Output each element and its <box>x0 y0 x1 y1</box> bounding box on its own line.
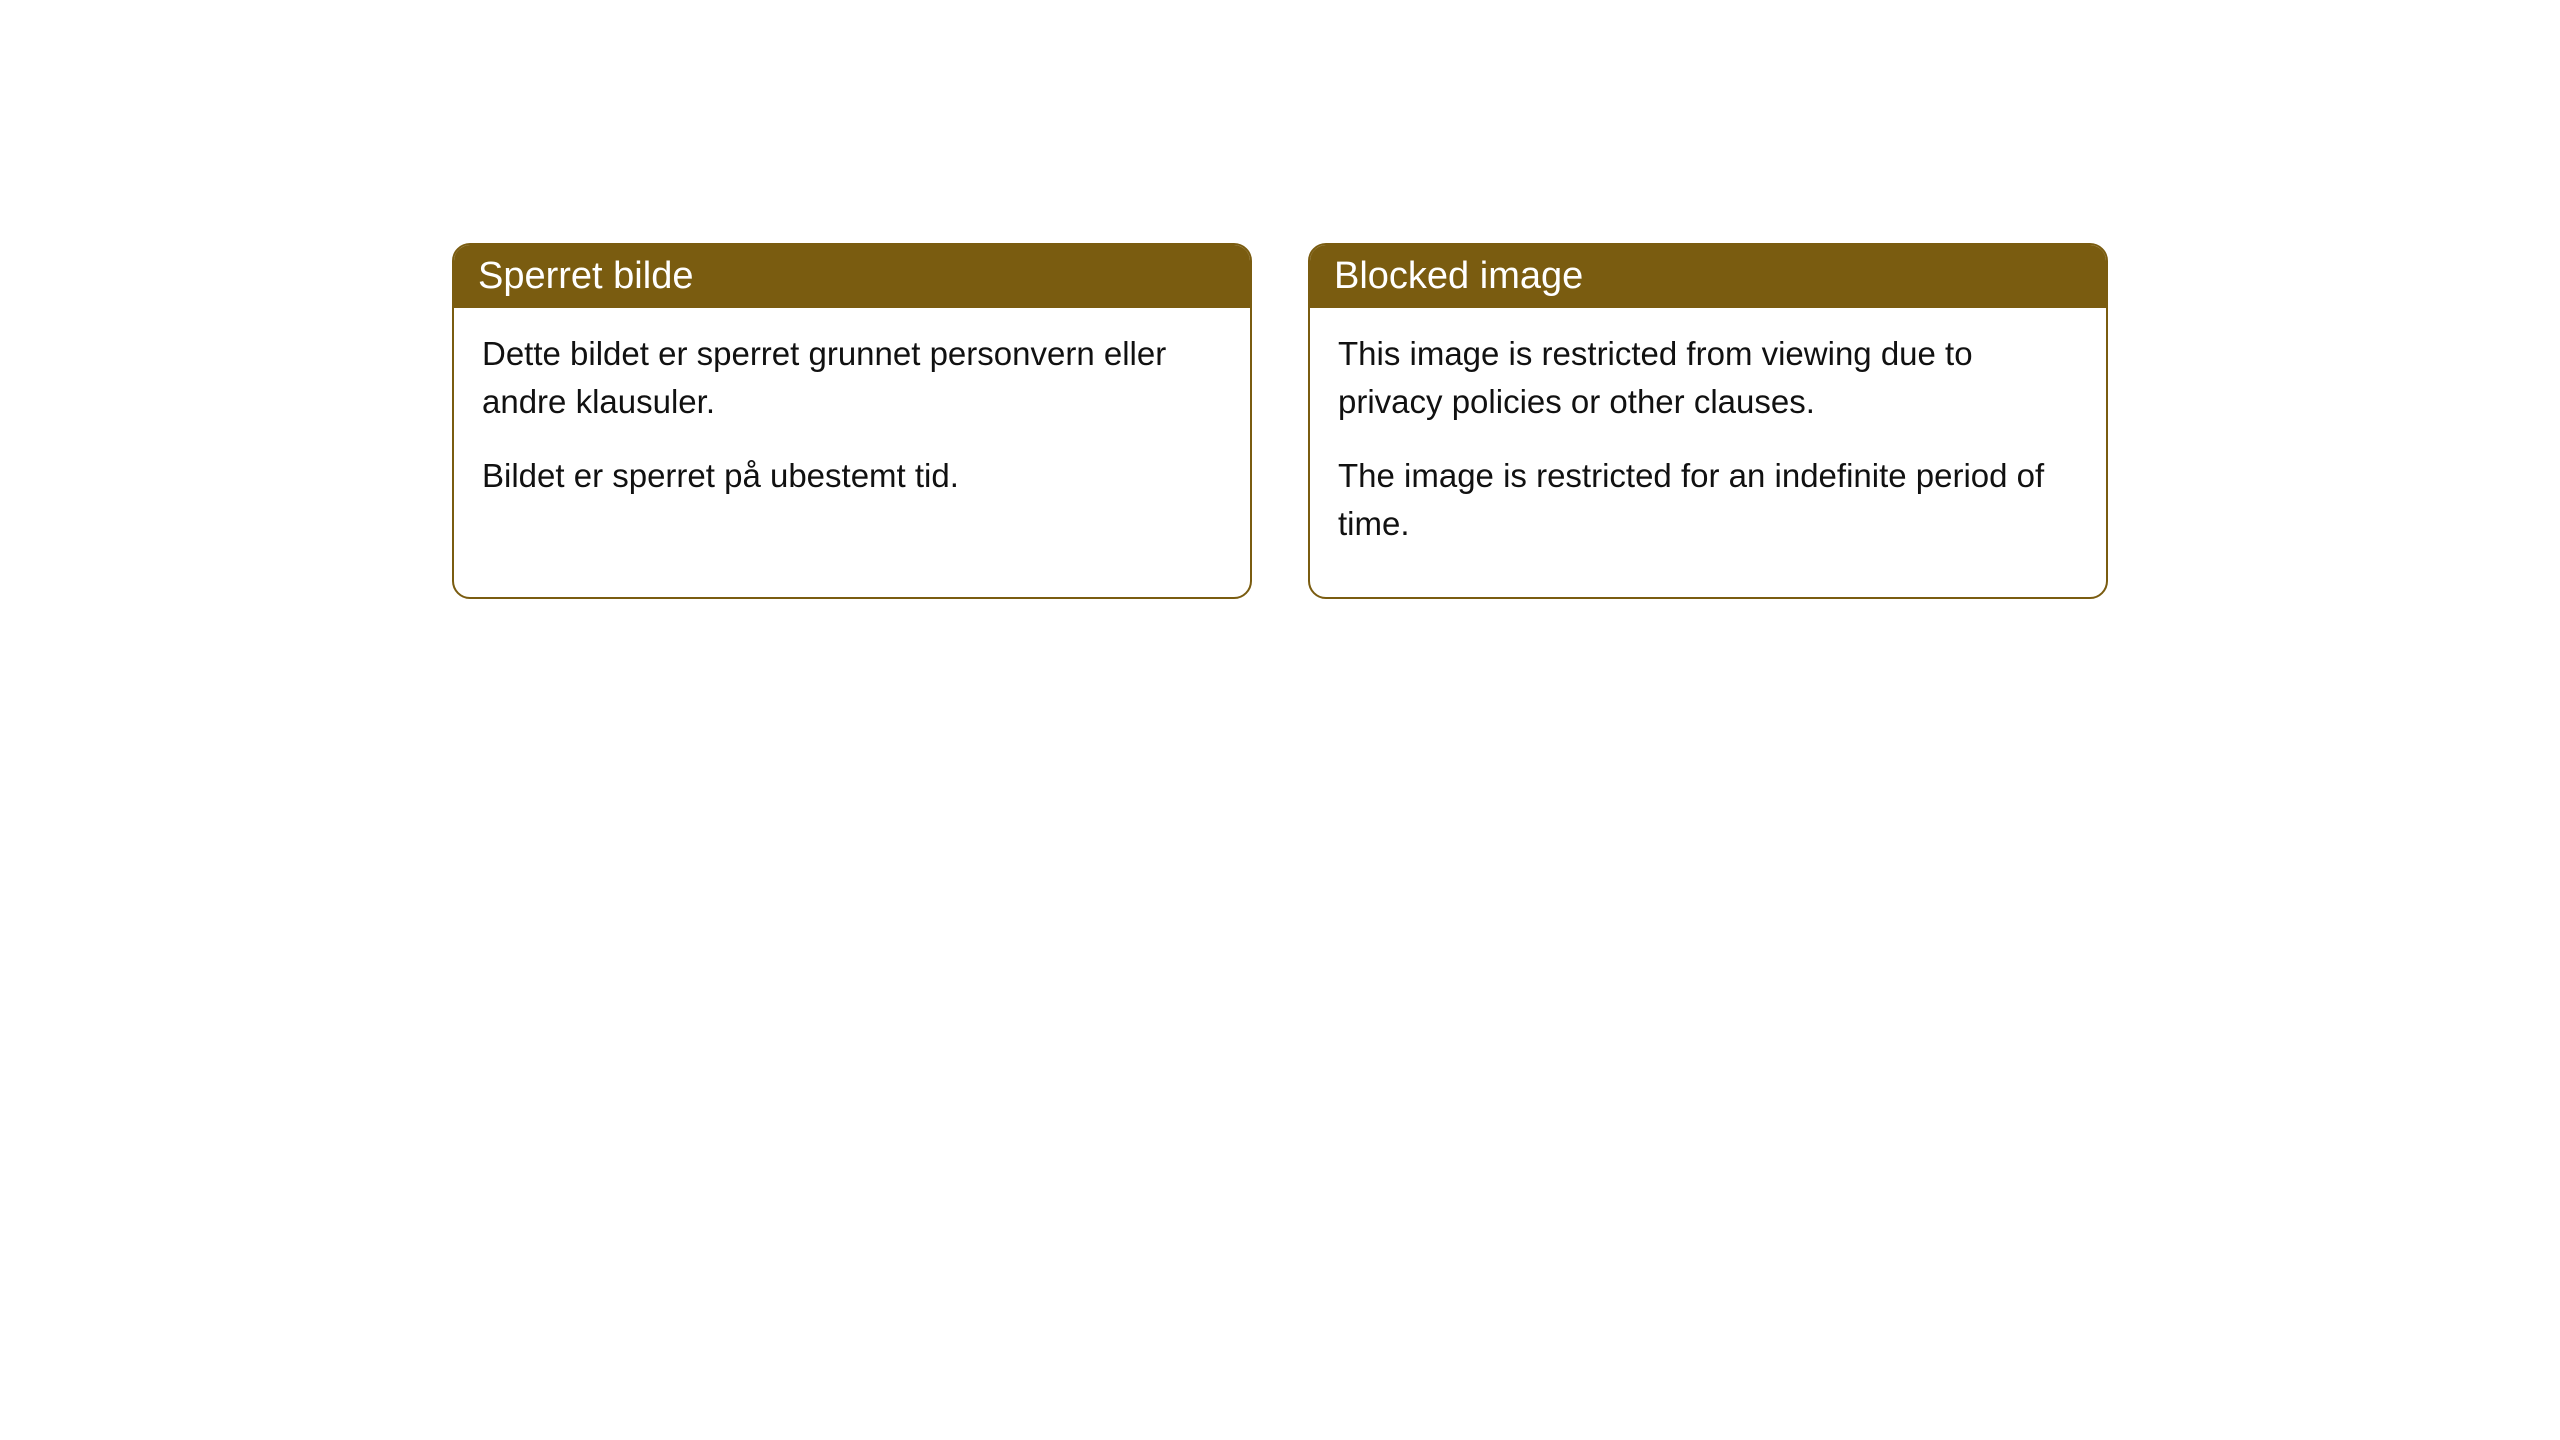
card-paragraph: This image is restricted from viewing du… <box>1338 330 2078 426</box>
card-body: This image is restricted from viewing du… <box>1310 308 2106 597</box>
card-title: Blocked image <box>1334 255 1583 297</box>
card-paragraph: The image is restricted for an indefinit… <box>1338 452 2078 548</box>
card-header: Sperret bilde <box>454 245 1250 308</box>
card-header: Blocked image <box>1310 245 2106 308</box>
card-body: Dette bildet er sperret grunnet personve… <box>454 308 1250 550</box>
notice-card-english: Blocked image This image is restricted f… <box>1308 243 2108 599</box>
card-title: Sperret bilde <box>478 255 693 297</box>
card-paragraph: Dette bildet er sperret grunnet personve… <box>482 330 1222 426</box>
notice-card-norwegian: Sperret bilde Dette bildet er sperret gr… <box>452 243 1252 599</box>
card-paragraph: Bildet er sperret på ubestemt tid. <box>482 452 1222 500</box>
notice-cards-container: Sperret bilde Dette bildet er sperret gr… <box>452 243 2108 599</box>
